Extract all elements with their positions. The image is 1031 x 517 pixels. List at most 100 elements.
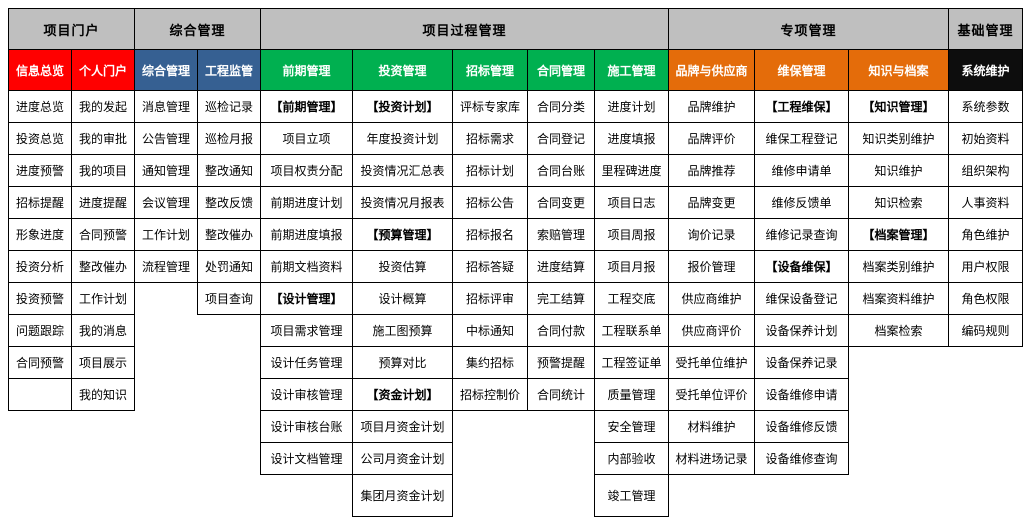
menu-item[interactable]: 材料维护 bbox=[668, 411, 755, 443]
menu-item[interactable]: 整改催办 bbox=[71, 251, 135, 283]
module-header[interactable]: 工程监管 bbox=[197, 49, 261, 91]
menu-item[interactable]: 询价记录 bbox=[668, 219, 755, 251]
menu-item[interactable]: 项目立项 bbox=[260, 123, 353, 155]
menu-item[interactable]: 预算对比 bbox=[352, 347, 453, 379]
menu-item[interactable]: 进度计划 bbox=[594, 91, 669, 123]
menu-item[interactable]: 维修反馈单 bbox=[754, 187, 849, 219]
menu-item[interactable]: 项目周报 bbox=[594, 219, 669, 251]
menu-item[interactable]: 巡检月报 bbox=[197, 123, 261, 155]
menu-item[interactable]: 施工图预算 bbox=[352, 315, 453, 347]
menu-item[interactable]: 我的审批 bbox=[71, 123, 135, 155]
menu-item[interactable]: 材料进场记录 bbox=[668, 443, 755, 475]
menu-item[interactable]: 人事资料 bbox=[948, 187, 1023, 219]
menu-item[interactable]: 招标评审 bbox=[452, 283, 528, 315]
menu-item[interactable]: 完工结算 bbox=[527, 283, 595, 315]
menu-item[interactable]: 设计任务管理 bbox=[260, 347, 353, 379]
menu-item[interactable]: 投资预警 bbox=[8, 283, 72, 315]
module-header[interactable]: 招标管理 bbox=[452, 49, 528, 91]
menu-item[interactable]: 维修申请单 bbox=[754, 155, 849, 187]
menu-item[interactable]: 招标控制价 bbox=[452, 379, 528, 411]
menu-item[interactable]: 设备保养记录 bbox=[754, 347, 849, 379]
menu-item[interactable]: 维修记录查询 bbox=[754, 219, 849, 251]
menu-item[interactable]: 项目月资金计划 bbox=[352, 411, 453, 443]
module-header[interactable]: 品牌与供应商 bbox=[668, 49, 755, 91]
menu-item[interactable]: 工作计划 bbox=[134, 219, 198, 251]
menu-item[interactable]: 整改通知 bbox=[197, 155, 261, 187]
module-header[interactable]: 维保管理 bbox=[754, 49, 849, 91]
module-header[interactable]: 前期管理 bbox=[260, 49, 353, 91]
menu-item[interactable]: 供应商评价 bbox=[668, 315, 755, 347]
menu-item[interactable]: 受托单位评价 bbox=[668, 379, 755, 411]
menu-item[interactable]: 年度投资计划 bbox=[352, 123, 453, 155]
menu-item[interactable]: 公告管理 bbox=[134, 123, 198, 155]
menu-item[interactable]: 预警提醒 bbox=[527, 347, 595, 379]
menu-item[interactable]: 品牌评价 bbox=[668, 123, 755, 155]
menu-item[interactable]: 编码规则 bbox=[948, 315, 1023, 347]
menu-item[interactable]: 处罚通知 bbox=[197, 251, 261, 283]
menu-item[interactable]: 进度预警 bbox=[8, 155, 72, 187]
menu-item[interactable]: 公司月资金计划 bbox=[352, 443, 453, 475]
menu-item[interactable]: 进度提醒 bbox=[71, 187, 135, 219]
menu-item[interactable]: 招标需求 bbox=[452, 123, 528, 155]
menu-item[interactable]: 我的项目 bbox=[71, 155, 135, 187]
menu-item[interactable]: 项目日志 bbox=[594, 187, 669, 219]
menu-item[interactable]: 知识维护 bbox=[848, 155, 949, 187]
menu-item[interactable]: 合同分类 bbox=[527, 91, 595, 123]
menu-item[interactable]: 报价管理 bbox=[668, 251, 755, 283]
menu-item[interactable]: 招标公告 bbox=[452, 187, 528, 219]
menu-item[interactable]: 设备维修申请 bbox=[754, 379, 849, 411]
menu-item[interactable]: 维保设备登记 bbox=[754, 283, 849, 315]
menu-item[interactable]: 工程签证单 bbox=[594, 347, 669, 379]
menu-item[interactable]: 合同统计 bbox=[527, 379, 595, 411]
menu-item[interactable]: 角色权限 bbox=[948, 283, 1023, 315]
menu-item[interactable]: 招标报名 bbox=[452, 219, 528, 251]
menu-item[interactable]: 前期进度填报 bbox=[260, 219, 353, 251]
menu-item[interactable]: 招标计划 bbox=[452, 155, 528, 187]
menu-item[interactable]: 投资情况汇总表 bbox=[352, 155, 453, 187]
module-header[interactable]: 系统维护 bbox=[948, 49, 1023, 91]
menu-item[interactable]: 设计审核管理 bbox=[260, 379, 353, 411]
menu-item[interactable]: 角色维护 bbox=[948, 219, 1023, 251]
menu-item[interactable]: 品牌推荐 bbox=[668, 155, 755, 187]
module-header[interactable]: 知识与档案 bbox=[848, 49, 949, 91]
menu-item[interactable]: 用户权限 bbox=[948, 251, 1023, 283]
menu-item[interactable]: 项目查询 bbox=[197, 283, 261, 315]
menu-item[interactable]: 我的消息 bbox=[71, 315, 135, 347]
module-header[interactable]: 个人门户 bbox=[71, 49, 135, 91]
menu-item[interactable]: 会议管理 bbox=[134, 187, 198, 219]
menu-item[interactable]: 进度总览 bbox=[8, 91, 72, 123]
menu-item[interactable]: 知识检索 bbox=[848, 187, 949, 219]
menu-item[interactable]: 设计文档管理 bbox=[260, 443, 353, 475]
menu-item[interactable]: 进度填报 bbox=[594, 123, 669, 155]
menu-item[interactable]: 合同变更 bbox=[527, 187, 595, 219]
menu-item[interactable]: 合同预警 bbox=[8, 347, 72, 379]
menu-item[interactable]: 流程管理 bbox=[134, 251, 198, 283]
menu-item[interactable]: 维保工程登记 bbox=[754, 123, 849, 155]
menu-item[interactable]: 项目展示 bbox=[71, 347, 135, 379]
menu-item[interactable]: 评标专家库 bbox=[452, 91, 528, 123]
menu-item[interactable]: 我的知识 bbox=[71, 379, 135, 411]
menu-item[interactable]: 设备维修反馈 bbox=[754, 411, 849, 443]
menu-item[interactable]: 设计审核台账 bbox=[260, 411, 353, 443]
menu-item[interactable]: 档案类别维护 bbox=[848, 251, 949, 283]
menu-item[interactable]: 形象进度 bbox=[8, 219, 72, 251]
menu-item[interactable]: 项目权责分配 bbox=[260, 155, 353, 187]
menu-item[interactable]: 投资情况月报表 bbox=[352, 187, 453, 219]
menu-item[interactable]: 中标通知 bbox=[452, 315, 528, 347]
menu-item[interactable]: 合同台账 bbox=[527, 155, 595, 187]
menu-item[interactable]: 设备维修查询 bbox=[754, 443, 849, 475]
menu-item[interactable]: 合同登记 bbox=[527, 123, 595, 155]
menu-item[interactable]: 前期进度计划 bbox=[260, 187, 353, 219]
menu-item[interactable]: 竣工管理 bbox=[594, 475, 669, 517]
menu-item[interactable]: 集团月资金计划 bbox=[352, 475, 453, 517]
menu-item[interactable]: 品牌变更 bbox=[668, 187, 755, 219]
menu-item[interactable]: 投资总览 bbox=[8, 123, 72, 155]
menu-item[interactable]: 初始资料 bbox=[948, 123, 1023, 155]
menu-item[interactable]: 消息管理 bbox=[134, 91, 198, 123]
module-header[interactable]: 施工管理 bbox=[594, 49, 669, 91]
menu-item[interactable]: 通知管理 bbox=[134, 155, 198, 187]
menu-item[interactable]: 招标答疑 bbox=[452, 251, 528, 283]
menu-item[interactable]: 进度结算 bbox=[527, 251, 595, 283]
menu-item[interactable]: 设计概算 bbox=[352, 283, 453, 315]
menu-item[interactable]: 知识类别维护 bbox=[848, 123, 949, 155]
